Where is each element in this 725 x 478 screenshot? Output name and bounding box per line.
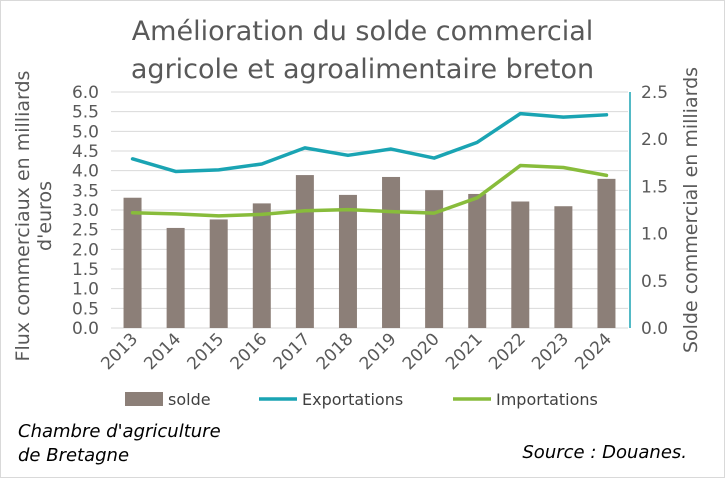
- bar-solde-2019: [382, 176, 401, 328]
- source-organization: Chambre d'agriculture de Bretagne: [18, 420, 221, 468]
- bar-solde-2024: [597, 178, 616, 328]
- bar-solde-2018: [338, 194, 357, 328]
- x-axis-tick-label: 2017: [270, 329, 315, 374]
- left-axis-tick-label: 3.5: [72, 181, 99, 201]
- left-axis-tick-label: 0.0: [72, 319, 99, 339]
- left-axis-tick-label: 6.0: [72, 83, 99, 103]
- left-axis-tick-label: 5.0: [72, 122, 99, 142]
- x-axis-tick-label: 2020: [399, 329, 444, 374]
- left-axis-tick-label: 1.0: [72, 280, 99, 300]
- left-axis-tick-label: 4.0: [72, 162, 99, 182]
- left-axis-tick-label: 2.0: [72, 240, 99, 260]
- x-axis-tick-label: 2015: [184, 329, 229, 374]
- legend-swatch-solde: [125, 392, 163, 406]
- x-axis-tick-label: 2014: [140, 329, 185, 374]
- left-axis-ticks: 0.00.51.01.52.02.53.03.54.04.55.05.56.0: [72, 83, 99, 339]
- left-axis-tick-label: 0.5: [72, 299, 99, 319]
- chart-title-line-2: agricole et agroalimentaire breton: [130, 54, 595, 85]
- x-axis-tick-label: 2024: [571, 329, 616, 374]
- bar-solde-2014: [166, 227, 185, 328]
- right-axis-tick-label: 1.5: [641, 177, 668, 197]
- x-axis-tick-label: 2016: [227, 329, 272, 374]
- left-axis-tick-label: 1.5: [72, 260, 99, 280]
- line-exportations: [130, 111, 609, 174]
- right-axis-tick-label: 2.0: [641, 130, 668, 150]
- x-axis-tick-label: 2022: [485, 329, 530, 374]
- bar-solde-2013: [123, 197, 142, 328]
- data-source: Source : Douanes.: [522, 442, 687, 463]
- right-axis-tick-label: 0.5: [641, 272, 668, 292]
- right-axis-label: Solde commercial en milliards: [680, 67, 702, 353]
- x-axis-ticks: 2013201420152016201720182019202020212022…: [97, 329, 616, 374]
- x-axis-tick-label: 2021: [442, 329, 487, 374]
- source-organization-line-1: Chambre d'agriculture: [18, 421, 221, 442]
- left-axis-tick-label: 5.5: [72, 103, 99, 123]
- left-axis-tick-label: 4.5: [72, 142, 99, 162]
- legend-label-solde: solde: [168, 390, 211, 409]
- bar-series-solde: [123, 175, 616, 328]
- line-series: [130, 111, 609, 218]
- bar-solde-2021: [468, 193, 487, 328]
- chart-title-line-1: Amélioration du solde commercial: [131, 16, 594, 47]
- right-axis-tick-label: 1.0: [641, 225, 668, 245]
- right-axis-ticks: 0.0 0.5 1.0 1.5 2.0 2.5: [641, 83, 668, 339]
- left-axis-label-line-2: d'euros: [34, 181, 56, 251]
- bar-solde-2015: [209, 219, 228, 328]
- legend-label-importations: Importations: [496, 390, 598, 409]
- source-organization-line-2: de Bretagne: [18, 445, 130, 466]
- bar-solde-2023: [554, 206, 573, 328]
- bar-solde-2022: [511, 201, 530, 328]
- left-axis-tick-label: 3.0: [72, 201, 99, 221]
- bar-solde-2016: [252, 203, 271, 328]
- bar-solde-2020: [425, 190, 444, 328]
- left-axis-label-line-1: Flux commerciaux en milliards: [12, 71, 34, 362]
- right-axis-tick-label: 2.5: [641, 83, 668, 103]
- x-axis-tick-label: 2023: [528, 329, 573, 374]
- legend-label-exportations: Exportations: [302, 390, 403, 409]
- left-axis-tick-label: 2.5: [72, 221, 99, 241]
- right-axis-tick-label: 0.0: [641, 319, 668, 339]
- legend: solde Exportations Importations: [125, 390, 598, 409]
- x-axis-tick-label: 2018: [313, 329, 358, 374]
- bar-solde-2017: [295, 175, 314, 328]
- x-axis-tick-label: 2013: [97, 329, 142, 374]
- line-importations: [130, 163, 609, 218]
- x-axis-tick-label: 2019: [356, 329, 401, 374]
